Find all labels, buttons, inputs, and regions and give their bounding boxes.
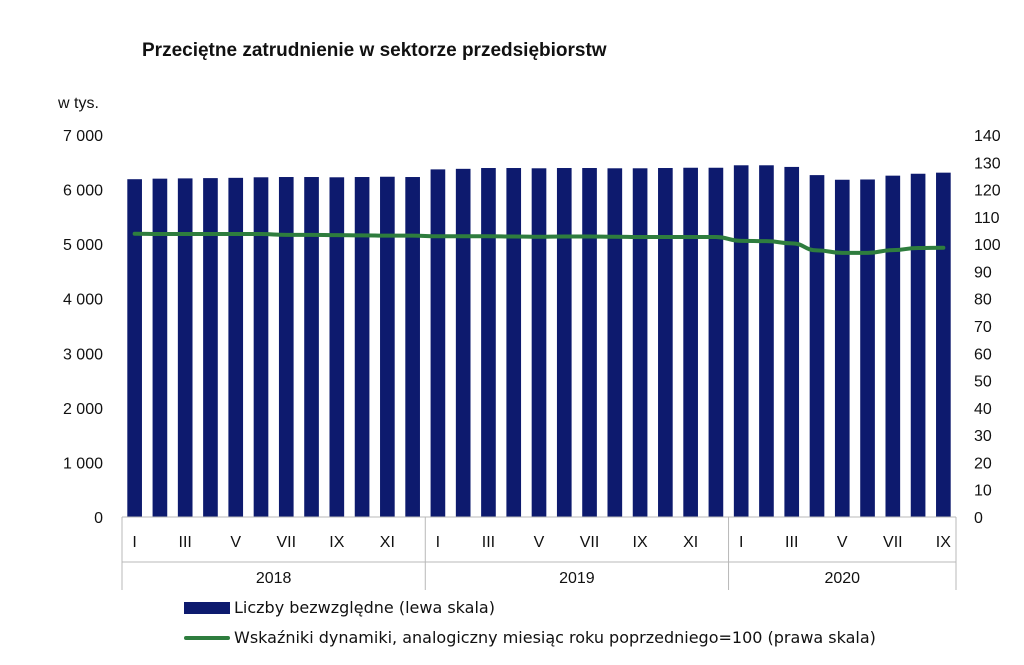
bar	[582, 168, 597, 517]
x-tick-label: III	[179, 534, 192, 551]
x-tick-label: III	[482, 534, 495, 551]
bar	[658, 168, 673, 517]
y-tick-label: 6 000	[63, 183, 103, 200]
y-tick-label: 3 000	[63, 346, 103, 363]
y-axis-unit: w tys.	[57, 95, 99, 112]
x-tick-label: IX	[936, 534, 951, 551]
y2-tick-label: 20	[974, 455, 992, 472]
y-tick-label: 5 000	[63, 237, 103, 254]
y2-tick-label: 40	[974, 401, 992, 418]
bar	[329, 177, 345, 518]
y2-tick-label: 0	[974, 510, 983, 527]
x-tick-label: IX	[329, 534, 344, 551]
bar	[177, 178, 193, 518]
legend-bar-label: Liczby bezwzględne (lewa skala)	[234, 598, 495, 617]
y2-tick-label: 30	[974, 428, 992, 445]
x-tick-label: XI	[683, 534, 698, 551]
bar	[455, 168, 471, 517]
x-tick-label: IX	[633, 534, 648, 551]
bar	[481, 168, 496, 517]
x-tick-label: I	[739, 534, 743, 551]
bar	[834, 179, 850, 517]
y-tick-label: 7 000	[63, 128, 103, 145]
bar	[278, 177, 294, 517]
bar	[632, 168, 648, 517]
y2-tick-label: 140	[974, 128, 1001, 145]
bar	[708, 167, 724, 517]
x-tick-label: VII	[580, 534, 600, 551]
legend-line-label: Wskaźniki dynamiki, analogiczny miesiąc …	[234, 628, 876, 647]
bar	[759, 165, 774, 517]
y2-tick-label: 100	[974, 237, 1001, 254]
y2-tick-label: 130	[974, 155, 1001, 172]
year-label: 2018	[256, 570, 292, 587]
legend-bar-swatch	[184, 601, 230, 614]
x-tick-label: I	[436, 534, 440, 551]
bar	[910, 173, 926, 517]
chart-title: Przeciętne zatrudnienie w sektorze przed…	[142, 40, 607, 61]
legend-line: Wskaźniki dynamiki, analogiczny miesiąc …	[184, 628, 876, 647]
bar	[405, 177, 420, 517]
bar	[556, 168, 572, 517]
x-tick-label: III	[785, 534, 798, 551]
y2-tick-label: 120	[974, 183, 1001, 200]
bar	[683, 167, 698, 517]
bar	[354, 177, 370, 517]
bar	[304, 177, 319, 517]
bar	[784, 166, 800, 517]
y2-tick-label: 10	[974, 483, 992, 500]
bar	[885, 175, 901, 518]
bar	[531, 168, 547, 517]
y2-tick-label: 110	[974, 210, 1000, 227]
bar	[127, 179, 142, 517]
bar	[809, 175, 825, 518]
chart-area: 0 1 000 2 000 3 000 4 000 5 000 6 000 7 000 0 10 2…	[57, 95, 1001, 590]
y2-tick-label: 50	[974, 374, 992, 391]
year-label: 2020	[824, 570, 860, 587]
x-tick-label: VII	[883, 534, 903, 551]
x-tick-label: V	[837, 534, 848, 551]
bar	[936, 172, 951, 517]
bar	[203, 178, 218, 517]
year-label: 2019	[559, 570, 595, 587]
y2-tick-label: 60	[974, 346, 992, 363]
x-tick-label: V	[534, 534, 545, 551]
y2-tick-label: 90	[974, 264, 992, 281]
bar	[733, 165, 749, 517]
y2-tick-label: 70	[974, 319, 992, 336]
x-tick-label: V	[230, 534, 241, 551]
y-tick-label: 2 000	[63, 401, 103, 418]
bar	[152, 178, 168, 517]
y-tick-label: 1 000	[63, 455, 103, 472]
x-tick-label: XI	[380, 534, 395, 551]
x-tick-label: VII	[276, 534, 296, 551]
y2-tick-label: 80	[974, 292, 992, 309]
legend-line-swatch	[184, 635, 230, 640]
bar	[380, 176, 395, 518]
bar	[607, 168, 623, 517]
bar	[430, 169, 446, 517]
bar	[860, 179, 875, 517]
series-line	[132, 231, 946, 255]
bar	[253, 177, 269, 518]
y-tick-label: 0	[94, 510, 103, 527]
bar	[506, 168, 522, 517]
legend-bars: Liczby bezwzględne (lewa skala)	[184, 598, 495, 617]
y-tick-label: 4 000	[63, 292, 103, 309]
x-tick-label: I	[132, 534, 136, 551]
bar	[228, 177, 244, 518]
